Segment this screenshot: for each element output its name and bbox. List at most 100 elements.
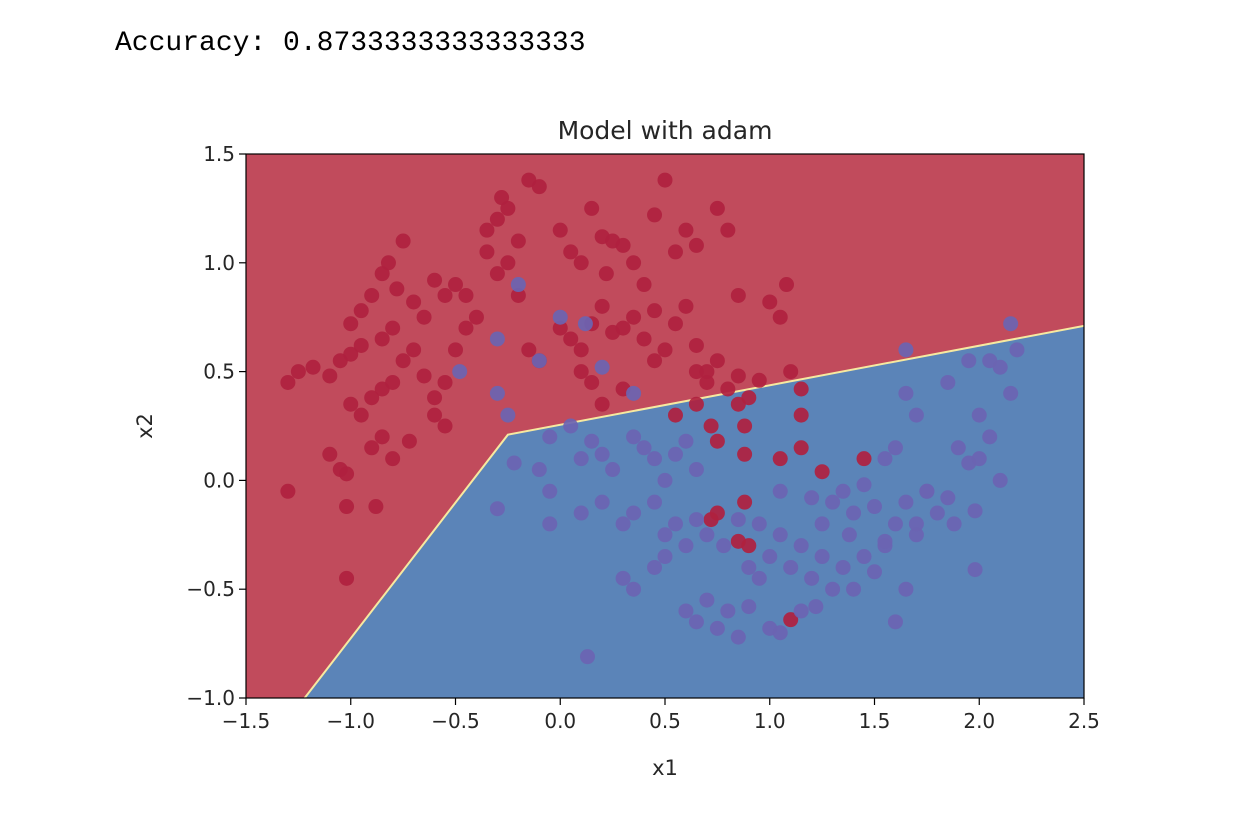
data-point-class-1	[772, 625, 788, 641]
data-point-class-0	[437, 287, 453, 303]
y-axis-ticks: −1.0 −0.5 0.0 0.5 1.0 1.5	[186, 142, 246, 710]
data-point-class-0	[636, 331, 652, 347]
data-point-class-1	[667, 516, 683, 532]
y-tick-label: −0.5	[186, 577, 235, 601]
data-point-class-0	[406, 342, 422, 358]
data-point-class-1	[577, 316, 593, 332]
data-point-class-1	[506, 455, 522, 471]
data-point-class-0	[647, 207, 663, 223]
data-point-class-0	[584, 374, 600, 390]
data-point-class-0	[339, 466, 355, 482]
data-point-class-0	[468, 309, 484, 325]
data-point-class-0	[741, 538, 757, 554]
data-point-class-0	[615, 320, 631, 336]
data-point-class-1	[856, 477, 872, 493]
data-point-class-1	[615, 570, 631, 586]
x-tick-label: −1.0	[326, 709, 375, 733]
data-point-class-1	[908, 516, 924, 532]
data-point-class-1	[542, 429, 558, 445]
data-point-class-0	[437, 374, 453, 390]
data-point-class-0	[395, 353, 411, 369]
data-point-class-0	[448, 277, 463, 293]
data-point-class-0	[751, 372, 767, 388]
data-point-class-0	[657, 172, 673, 188]
data-point-class-1	[489, 331, 505, 347]
data-point-class-1	[846, 505, 862, 521]
data-point-class-1	[946, 516, 962, 532]
data-point-class-0	[720, 222, 736, 238]
data-point-class-0	[762, 294, 778, 310]
points-layer	[280, 172, 1025, 665]
data-point-class-1	[835, 559, 851, 575]
data-point-class-0	[678, 298, 694, 314]
data-point-class-0	[280, 483, 296, 499]
plot-area	[246, 154, 1084, 698]
data-point-class-0	[772, 309, 788, 325]
data-point-class-0	[364, 440, 380, 456]
data-point-class-0	[510, 287, 526, 303]
x-tick-label: −1.5	[222, 709, 271, 733]
data-point-class-0	[458, 287, 474, 303]
x-tick-label: 1.0	[754, 709, 786, 733]
data-point-class-0	[364, 287, 380, 303]
data-point-class-0	[500, 200, 516, 216]
data-point-class-1	[594, 359, 610, 375]
data-point-class-1	[971, 407, 987, 423]
data-point-class-0	[343, 396, 359, 412]
data-point-class-0	[793, 407, 809, 423]
data-point-class-1	[908, 407, 924, 423]
data-point-class-1	[552, 309, 568, 325]
data-point-class-1	[647, 451, 663, 467]
data-point-class-0	[615, 237, 631, 253]
data-point-class-0	[521, 342, 537, 358]
y-tick-label: 0.0	[203, 468, 235, 492]
data-point-class-0	[353, 303, 369, 319]
data-point-class-0	[385, 320, 401, 336]
data-point-class-1	[636, 440, 652, 456]
x-tick-label: 2.0	[963, 709, 995, 733]
decision-boundary-line	[303, 324, 1084, 698]
data-point-class-1	[762, 549, 778, 565]
data-point-class-0	[368, 499, 384, 515]
data-point-class-0	[720, 381, 736, 397]
data-point-class-1	[887, 614, 903, 630]
data-point-class-0	[280, 374, 296, 390]
data-point-class-1	[489, 385, 505, 401]
data-point-class-0	[552, 222, 568, 238]
data-point-class-0	[339, 570, 355, 586]
data-point-class-0	[343, 346, 359, 362]
x-tick-label: 0.0	[544, 709, 576, 733]
y-tick-label: −1.0	[186, 686, 235, 710]
data-point-class-1	[898, 494, 914, 510]
x-axis-label: x1	[652, 756, 678, 780]
data-point-class-0	[374, 266, 390, 282]
data-point-class-1	[500, 407, 516, 423]
y-tick-label: 0.5	[203, 360, 235, 384]
y-tick-label: 1.5	[203, 142, 235, 166]
data-point-class-0	[374, 429, 390, 445]
data-point-class-1	[542, 516, 558, 532]
data-point-class-0	[709, 200, 725, 216]
data-point-class-1	[856, 549, 872, 565]
data-point-class-1	[867, 564, 882, 580]
data-point-class-1	[573, 505, 589, 521]
data-point-class-0	[437, 418, 453, 434]
data-point-class-0	[626, 309, 642, 325]
data-point-class-1	[605, 462, 621, 478]
data-point-class-1	[699, 592, 715, 608]
data-point-class-1	[647, 559, 663, 575]
data-point-class-1	[563, 418, 579, 434]
data-point-class-0	[427, 272, 443, 288]
data-point-class-0	[339, 499, 355, 515]
data-point-class-0	[290, 364, 306, 380]
data-point-class-0	[667, 316, 683, 332]
accuracy-label: Accuracy:	[115, 28, 267, 59]
data-point-class-0	[395, 233, 411, 249]
data-point-class-1	[992, 359, 1008, 375]
chart-title: Model with adam	[558, 116, 773, 145]
data-point-class-1	[867, 499, 882, 515]
x-tick-label: −0.5	[431, 709, 480, 733]
data-point-class-0	[531, 179, 547, 195]
data-point-class-1	[489, 501, 505, 517]
x-tick-label: 0.5	[649, 709, 681, 733]
